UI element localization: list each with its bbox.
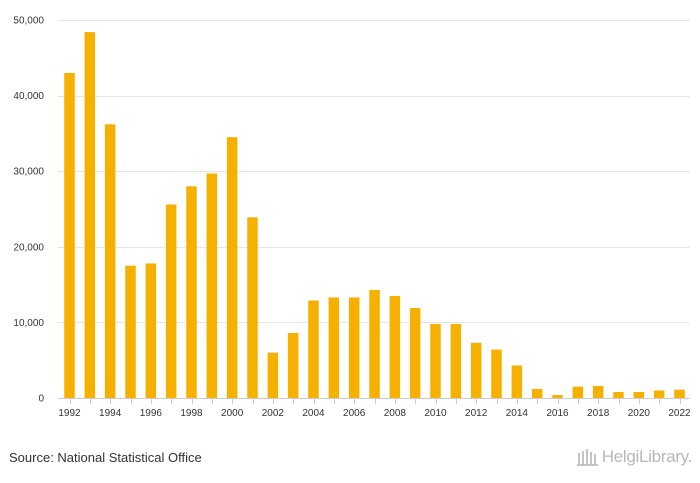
bar-1996[interactable] — [145, 263, 157, 398]
x-tick-label: 2012 — [465, 408, 488, 419]
bar-1993[interactable] — [84, 32, 96, 398]
bar-2021[interactable] — [653, 390, 665, 398]
bar-2007[interactable] — [369, 289, 380, 398]
x-tick-label: 2016 — [546, 408, 569, 419]
x-tick-label: 2000 — [221, 408, 244, 419]
bar-2004[interactable] — [308, 300, 319, 398]
bar-chart: 0 10,000 20,000 30,000 40,000 50,000 1992 1994 1… — [13, 16, 691, 420]
x-tick-label: 1994 — [99, 408, 122, 419]
grid — [58, 20, 690, 323]
bar-2017[interactable] — [572, 386, 584, 398]
helgi-library-logo: HelgiLibrary. — [576, 447, 693, 467]
bars — [64, 32, 685, 399]
bar-2019[interactable] — [613, 391, 624, 398]
y-tick-label: 30,000 — [13, 167, 44, 178]
y-tick-label: 0 — [38, 394, 44, 405]
bar-2010[interactable] — [430, 323, 441, 398]
bar-2018[interactable] — [592, 385, 604, 398]
x-tick-label: 2010 — [424, 408, 447, 419]
bar-2001[interactable] — [247, 217, 258, 398]
bar-2000[interactable] — [226, 137, 238, 398]
axes: 0 10,000 20,000 30,000 40,000 50,000 1992 1994 1… — [13, 16, 691, 420]
y-tick-label: 50,000 — [13, 16, 44, 27]
bar-2006[interactable] — [348, 297, 360, 398]
bar-2005[interactable] — [328, 297, 340, 398]
x-tick-label: 2020 — [628, 408, 651, 419]
bar-2013[interactable] — [491, 349, 502, 398]
y-tick-label: 20,000 — [13, 242, 44, 253]
x-tick-label: 1996 — [140, 408, 163, 419]
bar-2014[interactable] — [511, 365, 523, 398]
x-tick-label: 1992 — [58, 408, 81, 419]
x-tick-label: 2006 — [343, 408, 366, 419]
bar-2020[interactable] — [633, 391, 645, 398]
library-building-icon — [576, 449, 598, 466]
bar-2015[interactable] — [531, 388, 543, 398]
bar-2011[interactable] — [450, 323, 462, 398]
source-note: Source: National Statistical Office — [9, 450, 202, 465]
bar-2003[interactable] — [287, 332, 299, 398]
bar-2022[interactable] — [674, 389, 685, 398]
y-tick-label: 10,000 — [13, 318, 44, 329]
bar-2009[interactable] — [409, 308, 421, 398]
bar-2016[interactable] — [552, 394, 563, 398]
x-tick-label: 2022 — [668, 408, 691, 419]
x-tick-label: 2002 — [262, 408, 285, 419]
x-tick-label: 2008 — [384, 408, 407, 419]
bar-2012[interactable] — [470, 342, 482, 398]
y-tick-label: 40,000 — [13, 91, 44, 102]
x-tick-label: 2014 — [506, 408, 529, 419]
bar-2008[interactable] — [389, 295, 401, 398]
logo-text: HelgiLibrary. — [601, 447, 693, 466]
bar-1992[interactable] — [64, 72, 75, 399]
bar-1999[interactable] — [206, 173, 218, 398]
bar-1995[interactable] — [125, 265, 136, 398]
bar-1997[interactable] — [165, 204, 177, 398]
x-tick-label: 2004 — [302, 408, 325, 419]
bar-1994[interactable] — [104, 124, 116, 398]
x-tick-label: 2018 — [587, 408, 610, 419]
bar-1998[interactable] — [186, 186, 197, 398]
bar-2002[interactable] — [267, 352, 279, 398]
x-tick-label: 1998 — [180, 408, 203, 419]
